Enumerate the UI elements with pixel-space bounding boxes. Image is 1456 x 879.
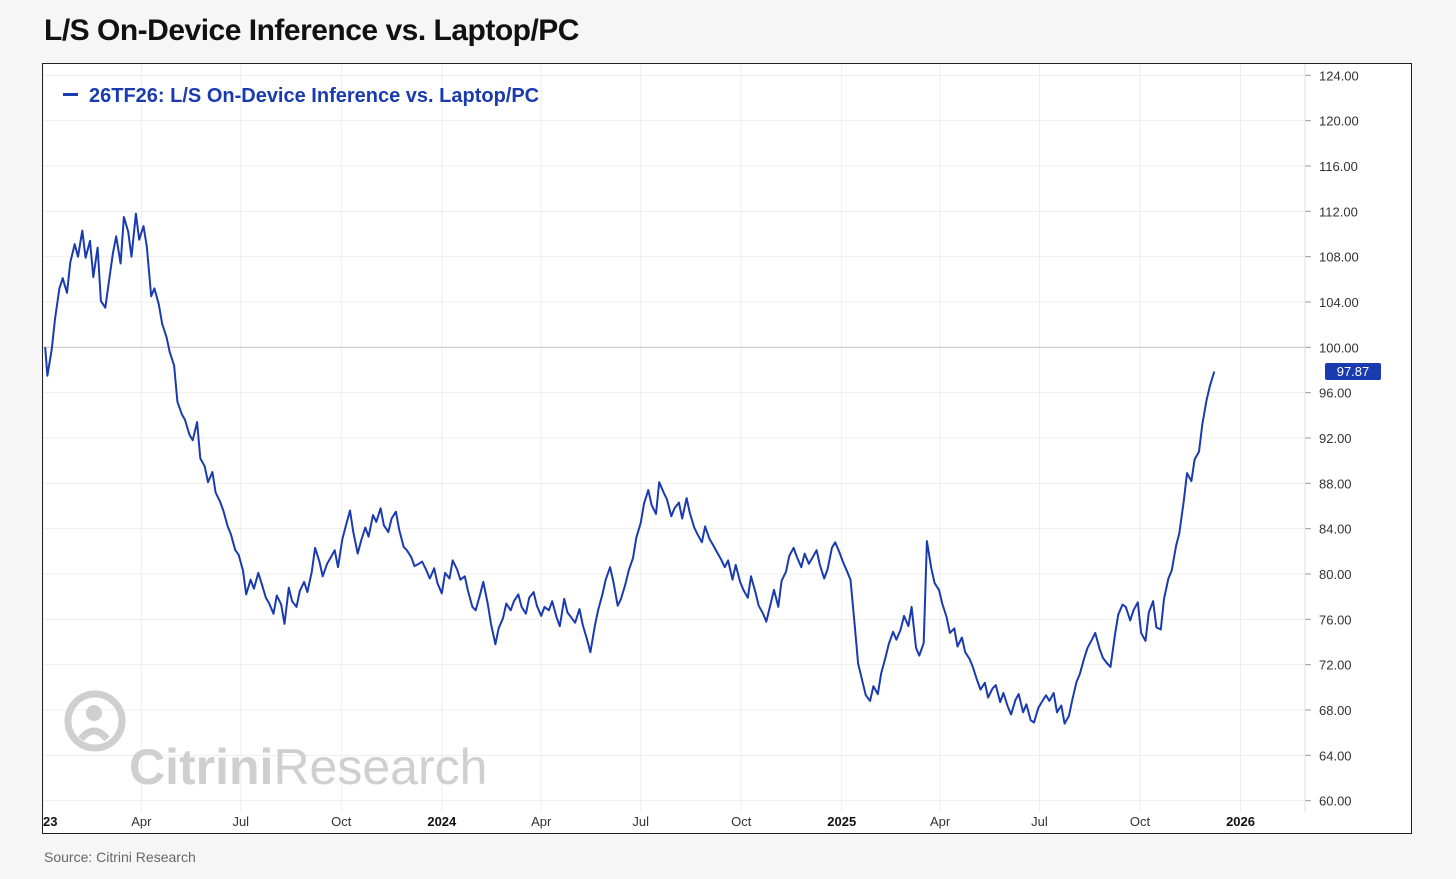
y-tick-label: 120.00 [1319,114,1359,129]
citrini-research-logo-icon [64,690,126,752]
x-tick-label: Apr [531,814,552,829]
x-tick-label: Oct [331,814,352,829]
x-tick-label: Apr [930,814,951,829]
y-tick-label: 104.00 [1319,295,1359,310]
watermark: CitriniResearch [64,690,487,795]
x-tick-label: Jul [632,814,649,829]
y-tick-label: 88.00 [1319,476,1352,491]
x-tick-label: 2023 [43,814,57,829]
x-tick-label: Oct [731,814,752,829]
last-value-badge: 97.87 [1325,362,1381,380]
y-tick-label: 60.00 [1319,794,1352,809]
page-title: L/S On-Device Inference vs. Laptop/PC [44,14,579,47]
y-tick-label: 72.00 [1319,658,1352,673]
y-tick-label: 92.00 [1319,431,1352,446]
y-tick-label: 64.00 [1319,748,1352,763]
watermark-word-bold: Citrini [129,739,273,795]
x-tick-label: Jul [232,814,249,829]
y-tick-label: 80.00 [1319,567,1352,582]
chart-svg: CitriniResearch 124.00 120.00 116.00 112.00… [43,64,1381,829]
x-axis: 2023 Apr Jul Oct 2024 Apr Jul Oct 2025 Apr Jul Oct 2… [43,814,1255,829]
watermark-text: CitriniResearch [129,739,487,795]
y-tick-label: 84.00 [1319,522,1352,537]
last-value-badge-text: 97.87 [1337,364,1370,379]
y-tick-label: 96.00 [1319,386,1352,401]
y-tick-label: 124.00 [1319,68,1359,83]
source-note: Source: Citrini Research [44,849,196,865]
x-tick-label: 2024 [427,814,457,829]
y-tick-label: 116.00 [1319,159,1358,174]
legend-label: 26TF26: L/S On-Device Inference vs. Lapt… [89,85,539,107]
series-line[interactable] [44,212,1216,725]
watermark-word-light: Research [273,739,487,795]
last-value-badge-bg [1325,362,1381,380]
legend-swatch [63,93,78,96]
y-tick-label: 68.00 [1319,703,1352,718]
y-tick-label: 112.00 [1319,204,1358,219]
y-tick-label: 76.00 [1319,612,1352,627]
legend[interactable]: 26TF26: L/S On-Device Inference vs. Lapt… [63,85,539,107]
y-axis: 124.00 120.00 116.00 112.00 108.00 104.00 100.… [1304,64,1359,812]
x-tick-label: Apr [131,814,152,829]
chart-frame[interactable]: CitriniResearch 124.00 120.00 116.00 112.00… [42,63,1412,834]
y-tick-label: 100.00 [1319,340,1359,355]
grid-layer [43,64,1305,812]
x-tick-label: 2026 [1226,814,1255,829]
x-tick-label: 2025 [827,814,856,829]
x-tick-label: Oct [1130,814,1151,829]
y-tick-label: 108.00 [1319,250,1359,265]
x-tick-label: Jul [1031,814,1048,829]
